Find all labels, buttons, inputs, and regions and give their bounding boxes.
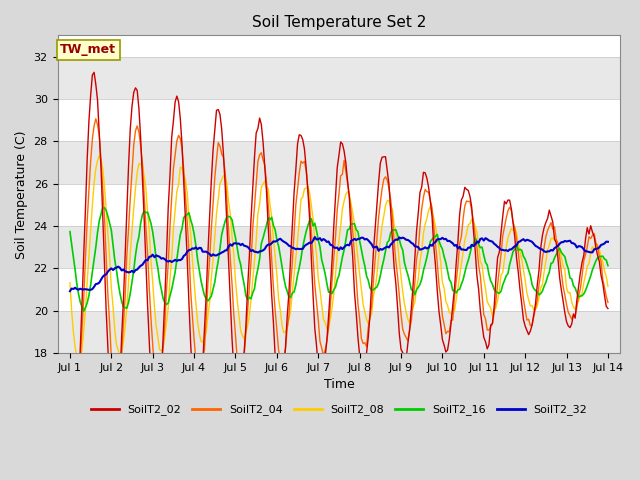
Bar xyxy=(58,311,620,353)
Title: Soil Temperature Set 2: Soil Temperature Set 2 xyxy=(252,15,426,30)
Legend: SoilT2_02, SoilT2_04, SoilT2_08, SoilT2_16, SoilT2_32: SoilT2_02, SoilT2_04, SoilT2_08, SoilT2_… xyxy=(86,400,591,420)
Text: TW_met: TW_met xyxy=(60,43,116,56)
Bar xyxy=(58,57,620,99)
Bar xyxy=(58,226,620,268)
Bar xyxy=(58,141,620,184)
X-axis label: Time: Time xyxy=(324,378,355,392)
Y-axis label: Soil Temperature (C): Soil Temperature (C) xyxy=(15,130,28,259)
